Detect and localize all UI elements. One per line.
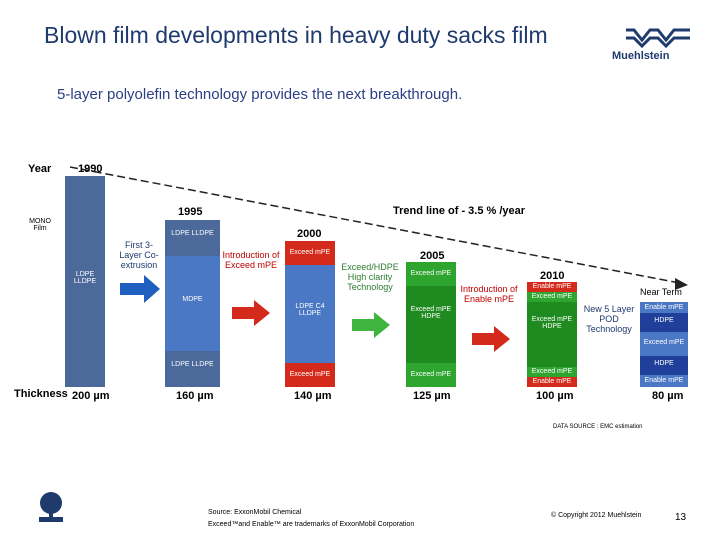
stage-thickness: 140 µm xyxy=(294,390,332,402)
layer-label: LDPE LLDPE xyxy=(171,361,214,368)
stage-bar: Enable mPE Exceed mPE Exceed mPE HDPE Ex… xyxy=(527,282,577,387)
year-axis-label: Year xyxy=(28,163,52,175)
stage-thickness: 200 µm xyxy=(72,390,110,402)
stage-thickness: 80 µm xyxy=(652,390,684,402)
stage-year: 1990 xyxy=(78,163,103,175)
stage-thickness: 160 µm xyxy=(176,390,214,402)
layer-label: Enable mPE xyxy=(532,378,572,385)
footer-source: Source: ExxonMobil Chemical xyxy=(208,509,302,516)
annotation-new-5-layer: New 5 Layer POD Technology xyxy=(583,304,635,334)
tree-logo-icon xyxy=(36,491,66,523)
layer-label: Exceed mPE xyxy=(410,270,452,277)
layer-label: LDPE C4 LLDPE xyxy=(295,303,325,317)
stage-thickness: 125 µm xyxy=(413,390,451,402)
data-source: DATA SOURCE : EMC estimation xyxy=(553,424,643,430)
layer-label: Exceed mPE HDPE xyxy=(531,316,573,330)
page-title: Blown film developments in heavy duty sa… xyxy=(44,22,548,48)
layer-label: MDPE xyxy=(182,296,203,303)
layer-label: Enable mPE xyxy=(532,283,572,290)
annotation-exceed-hdpe: Exceed/HDPE High clarity Technology xyxy=(341,262,399,292)
footer-trademark: Exceed™and Enable™ are trademarks of Exx… xyxy=(208,521,415,528)
annotation-introduction-enable: Introduction of Enable mPE xyxy=(460,284,518,304)
layer-label: Exceed mPE xyxy=(289,371,331,378)
layer-label: Exceed mPE HDPE xyxy=(410,306,452,320)
mono-film-label: MONO Film xyxy=(29,218,51,232)
trend-line-label: Trend line of - 3.5 % /year xyxy=(393,205,526,217)
page-subtitle: 5-layer polyolefin technology provides t… xyxy=(57,86,463,103)
stage-thickness: 100 µm xyxy=(536,390,574,402)
stage-year: 2010 xyxy=(540,270,565,282)
stage-bar: Enable mPE HDPE Exceed mPE HDPE Enable m… xyxy=(640,302,688,387)
stage-year: Near Term xyxy=(640,287,682,297)
logo-icon xyxy=(626,26,690,49)
layer-label: LDPE LLDPE xyxy=(73,271,97,285)
layer-label: LDPE LLDPE xyxy=(171,230,214,237)
page-number: 13 xyxy=(675,512,687,523)
stage-year: 1995 xyxy=(178,206,203,218)
stage-bar: Exceed mPE LDPE C4 LLDPE Exceed mPE xyxy=(285,241,335,387)
stage-bar: Exceed mPE Exceed mPE HDPE Exceed mPE xyxy=(406,262,456,387)
layer-label: HDPE xyxy=(654,360,674,367)
arrow-icon xyxy=(472,326,510,352)
layer-label: Exceed mPE xyxy=(531,293,573,300)
footer-copyright: © Copyright 2012 Muehlstein xyxy=(551,512,642,519)
layer-label: Exceed mPE xyxy=(531,368,573,375)
stage-year: 2005 xyxy=(420,250,445,262)
stage-bar: LDPE LLDPE xyxy=(65,176,105,387)
layer-label: HDPE xyxy=(654,317,674,324)
stage-bar: LDPE LLDPE MDPE LDPE LLDPE xyxy=(165,220,220,387)
annotation-first-coextrusion: First 3-Layer Co-extrusion xyxy=(119,240,159,270)
thickness-axis-label: Thickness xyxy=(14,388,68,400)
layer-label: Exceed mPE xyxy=(289,249,331,256)
layer-label: Enable mPE xyxy=(644,377,684,384)
annotation-introduction-exceed: Introduction of Exceed mPE xyxy=(222,250,280,270)
arrow-icon xyxy=(352,312,390,338)
arrow-icon xyxy=(232,300,270,326)
logo-brand: Muehlstein xyxy=(612,50,670,62)
layer-label: Exceed mPE xyxy=(643,339,685,346)
layer-label: Exceed mPE xyxy=(410,371,452,378)
layer-label: Enable mPE xyxy=(644,304,684,311)
stage-year: 2000 xyxy=(297,228,322,240)
arrow-icon xyxy=(120,275,160,303)
